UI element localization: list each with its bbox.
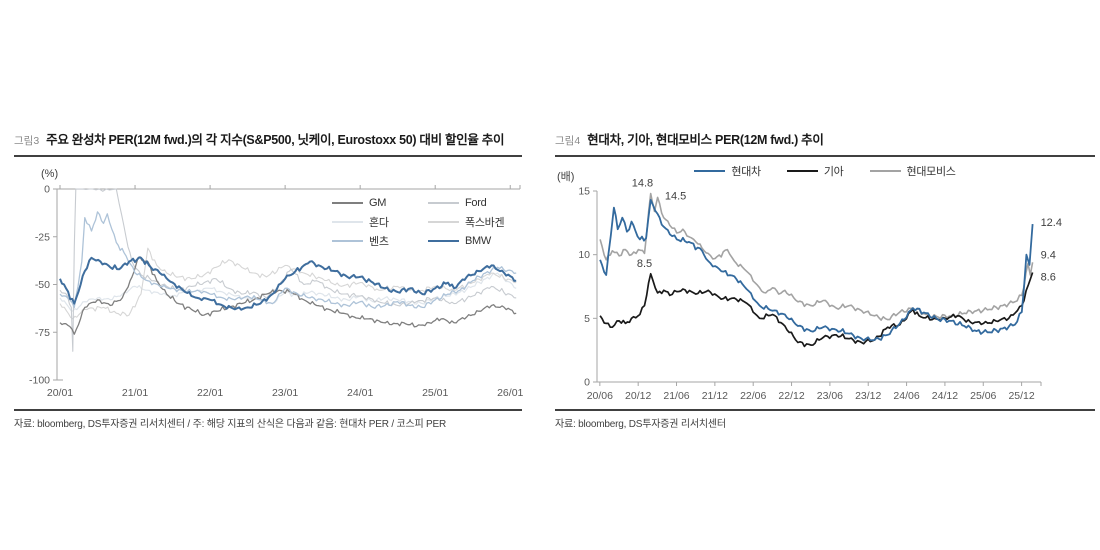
legend-label: Ford <box>465 197 487 209</box>
x-tick-label: 23/12 <box>855 390 881 402</box>
x-tick-label: 20/01 <box>47 387 73 399</box>
series-line-0 <box>59 256 517 335</box>
legend-label: BMW <box>465 235 491 247</box>
x-tick-label: 23/01 <box>272 387 298 399</box>
y-tick-label: -100 <box>29 375 50 387</box>
figure4-y-unit-label: (배) <box>557 171 575 183</box>
x-tick-label: 25/12 <box>1008 390 1034 402</box>
legend-label: 기아 <box>823 166 844 178</box>
legend-line-swatch <box>869 170 901 172</box>
axes <box>593 190 1042 386</box>
data-label-8.5: 8.5 <box>637 258 652 270</box>
series-line-0 <box>599 199 1034 342</box>
figure4-label: 그림4 <box>555 135 581 147</box>
legend-line-swatch <box>786 170 818 172</box>
series-line-4 <box>59 211 517 309</box>
data-label-9.4: 9.4 <box>1041 249 1056 261</box>
figure4-line-chart: 15 10 5 020/06 20/12 21/06 21/12 22/06 22/12 23/0… <box>578 178 1062 402</box>
figure3-y-unit-label: (%) <box>41 168 59 180</box>
series-line-1 <box>59 188 517 352</box>
legend-line-swatch <box>428 240 459 242</box>
series-group <box>599 192 1034 348</box>
axes <box>53 185 521 381</box>
x-tick-label: 23/06 <box>817 390 843 402</box>
figure3-source: 자료: bloomberg, DS투자증권 리서치센터 / 주: 해당 지표의 … <box>14 409 522 430</box>
legend-line-swatch <box>332 221 363 223</box>
legend-label: GM <box>369 197 387 209</box>
x-tick-label: 21/06 <box>663 390 689 402</box>
figure3-header: 그림3 주요 완성차 PER(12M fwd.)의 각 지수(S&P500, 닛… <box>14 129 522 157</box>
x-tick-label: 21/12 <box>702 390 728 402</box>
data-label-14.8: 14.8 <box>632 178 653 190</box>
legend-item-1: 기아 <box>786 163 844 179</box>
x-tick-label: 24/12 <box>932 390 958 402</box>
figure4-panel: 그림4 현대차, 기아, 현대모비스 PER(12M fwd.) 추이 (배) … <box>555 129 1095 430</box>
figure4-legend: 현대차 기아 현대모비스 <box>555 163 1095 179</box>
legend-label: 폭스바겐 <box>465 217 505 229</box>
figure4-source: 자료: bloomberg, DS투자증권 리서치센터 <box>555 409 1095 430</box>
legend-label: 혼다 <box>369 217 389 229</box>
x-tick-label: 22/06 <box>740 390 766 402</box>
legend-item-0: 현대차 <box>694 163 761 179</box>
x-tick-label: 25/01 <box>422 387 448 399</box>
x-tick-label: 20/06 <box>587 390 613 402</box>
figure4-chart-area: (배) 현대차 기아 현대모비스 15 10 5 0 20/06 20/12 21/06 21/1… <box>555 157 1095 409</box>
x-tick-label: 26/01 <box>497 387 523 399</box>
x-tick-label: 21/01 <box>122 387 148 399</box>
figure4-header: 그림4 현대차, 기아, 현대모비스 PER(12M fwd.) 추이 <box>555 129 1095 157</box>
data-label-14.5: 14.5 <box>665 190 686 202</box>
legend-line-swatch <box>428 202 459 204</box>
y-tick-label: 15 <box>578 186 590 198</box>
series-line-2 <box>59 272 517 312</box>
series-line-1 <box>599 272 1034 348</box>
legend-line-swatch <box>332 240 363 242</box>
legend-label: 벤츠 <box>369 236 389 248</box>
y-tick-label: 0 <box>584 377 590 389</box>
data-label-12.4: 12.4 <box>1041 217 1062 229</box>
legend-line-swatch <box>428 221 459 223</box>
x-tick-label: 24/06 <box>893 390 919 402</box>
data-label-8.6: 8.6 <box>1041 271 1056 283</box>
figure3-label: 그림3 <box>14 135 40 147</box>
legend-line-swatch <box>332 202 363 204</box>
legend-line-swatch <box>694 170 726 172</box>
y-tick-label: -75 <box>35 327 50 339</box>
y-tick-label: -25 <box>35 231 50 243</box>
y-tick-label: 0 <box>44 184 50 196</box>
x-tick-label: 25/06 <box>970 390 996 402</box>
legend-item-0: GM <box>332 195 428 211</box>
legend-item-3: 폭스바겐 <box>428 214 505 230</box>
y-tick-label: 10 <box>578 249 590 261</box>
x-tick-label: 20/12 <box>625 390 651 402</box>
series-group <box>59 188 517 352</box>
figure3-panel: 그림3 주요 완성차 PER(12M fwd.)의 각 지수(S&P500, 닛… <box>14 129 524 430</box>
legend-item-1: Ford <box>428 195 504 211</box>
figure4-title: 현대차, 기아, 현대모비스 PER(12M fwd.) 추이 <box>587 133 824 147</box>
legend-item-5: BMW <box>428 233 504 249</box>
series-line-5 <box>59 256 517 311</box>
y-tick-label: -50 <box>35 279 50 291</box>
legend-item-2: 혼다 <box>332 214 428 230</box>
x-tick-label: 22/12 <box>778 390 804 402</box>
x-tick-label: 24/01 <box>347 387 373 399</box>
legend-label: 현대모비스 <box>906 166 956 178</box>
legend-item-4: 벤츠 <box>332 233 428 249</box>
figure3-title: 주요 완성차 PER(12M fwd.)의 각 지수(S&P500, 닛케이, … <box>46 133 505 147</box>
legend-item-2: 현대모비스 <box>869 163 956 179</box>
legend-label: 현대차 <box>731 166 761 178</box>
y-tick-label: 5 <box>584 313 590 325</box>
x-tick-label: 22/01 <box>197 387 223 399</box>
series-line-2 <box>599 192 1034 321</box>
